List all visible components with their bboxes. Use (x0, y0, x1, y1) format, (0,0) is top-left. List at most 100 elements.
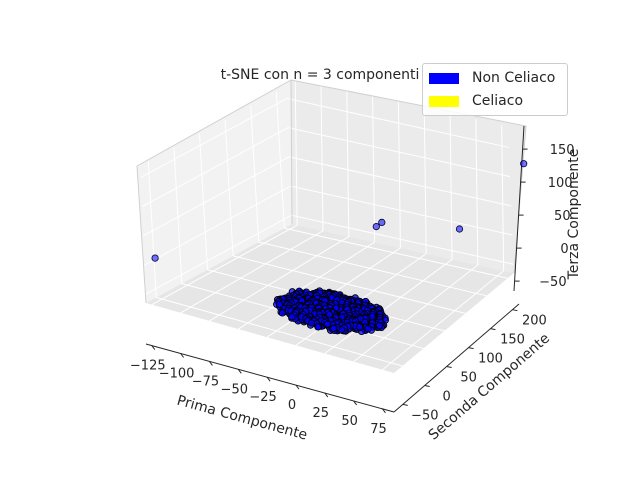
x-gridline-wall (475, 119, 479, 266)
z-gridline (143, 156, 512, 237)
data-point-non-celiaco (278, 309, 287, 317)
y-tick-mark (402, 403, 408, 406)
x-tick-label: 50 (341, 414, 358, 429)
legend-label-celiaco: Celiaco (472, 93, 524, 109)
y-tick-mark (424, 384, 430, 387)
x-gridline-wall (501, 124, 505, 271)
legend-swatch-non-celiaco (429, 72, 459, 84)
z-axis-ticks: −50 0 50 100 150 (514, 143, 575, 290)
x-gridline-wall (449, 113, 453, 260)
data-point-non-celiaco (378, 218, 386, 226)
x-tick-label: −100 (159, 366, 195, 381)
x-tick-mark (324, 392, 329, 398)
pane-edges (136, 79, 527, 304)
x-gridline (209, 236, 350, 322)
x-axis-ticks: −125−100−75−50−25 0 25 50 75 (130, 345, 387, 437)
x-tick-label: 75 (370, 422, 387, 437)
z-gridline (144, 185, 513, 266)
z-tick-label: 150 (550, 143, 575, 158)
legend: Non Celiaco Celiaco (422, 63, 568, 116)
z-gridline (140, 97, 509, 178)
x-tick-label: 25 (313, 406, 330, 421)
x-gridline (353, 264, 479, 362)
x-tick-mark (382, 408, 386, 414)
x-gridline-wall (294, 79, 298, 226)
x-tick-label: −125 (130, 359, 166, 374)
y-tick-mark (468, 347, 474, 350)
x-gridline-wall (320, 84, 324, 231)
z-gridline (141, 127, 511, 208)
data-point-non-celiaco (372, 223, 380, 231)
x-gridline (238, 241, 375, 330)
x-axis-line (145, 343, 395, 413)
y-tick-label: 50 (460, 371, 477, 386)
x-tick-mark (266, 376, 271, 382)
y-tick-label: 0 (443, 389, 451, 404)
x-gridline-wall (397, 101, 401, 248)
y-axis-line (393, 303, 520, 413)
y-gridline-wall (173, 147, 183, 284)
data-point-non-celiaco (288, 313, 296, 321)
y-gridline-wall (275, 92, 285, 229)
y-tick-mark (490, 328, 496, 331)
data-point-non-celiaco (364, 325, 372, 333)
y-tick-label: 200 (522, 314, 547, 329)
data-point-non-celiaco (151, 254, 159, 262)
y-gridline-wall (250, 105, 260, 243)
x-gridline-wall (372, 96, 376, 243)
data-point-non-celiaco (330, 324, 338, 332)
y-tick-mark (512, 309, 518, 312)
y-tick-label: 100 (478, 352, 503, 367)
z-tick-label: 0 (560, 242, 568, 257)
x-tick-label: 0 (288, 398, 296, 413)
z-axis-line (513, 125, 525, 292)
data-point-non-celiaco (375, 321, 384, 330)
legend-swatch-celiaco (429, 95, 459, 107)
data-point-non-celiaco (355, 323, 364, 331)
z-tick-label: −50 (539, 275, 566, 290)
y-gridline-wall (147, 161, 157, 298)
legend-item-non-celiaco: Non Celiaco (429, 69, 555, 87)
y-gridline (258, 241, 487, 297)
y-tick-label: −50 (411, 408, 438, 423)
y-gridline (156, 296, 403, 367)
x-gridline (180, 230, 324, 314)
x-tick-mark (353, 400, 358, 406)
z-tick-label: 50 (554, 209, 571, 224)
x-tick-label: −25 (249, 390, 276, 405)
z-axis-label: Terza Componente (566, 149, 582, 281)
x-tick-label: −75 (192, 374, 219, 389)
y-gridline-wall (224, 119, 234, 256)
data-point-non-celiaco (520, 160, 528, 168)
y-tick-mark (446, 366, 452, 369)
legend-label-non-celiaco: Non Celiaco (472, 70, 556, 86)
x-gridline (151, 224, 298, 306)
y-tick-label: 150 (500, 333, 525, 348)
y-gridline (284, 227, 508, 279)
y-gridline-wall (198, 133, 208, 270)
x-tick-mark (237, 369, 242, 374)
legend-item-celiaco: Celiaco (429, 92, 523, 110)
data-point-non-celiaco (307, 319, 316, 327)
x-tick-mark (209, 361, 213, 366)
data-point-non-celiaco (314, 323, 322, 331)
x-tick-label: −50 (221, 382, 248, 397)
x-tick-mark (180, 353, 185, 358)
x-tick-mark (151, 345, 156, 350)
y-gridline (232, 255, 466, 314)
z-tick-label: 100 (548, 176, 573, 191)
scatter-points (151, 160, 528, 336)
chart-title: t-SNE con n = 3 componenti (221, 67, 420, 83)
data-point-non-celiaco (455, 225, 464, 233)
data-point-non-celiaco (275, 300, 284, 309)
x-gridline (382, 270, 504, 371)
back-left-pane (137, 80, 292, 303)
x-tick-mark (295, 384, 300, 390)
data-point-non-celiaco (323, 320, 332, 328)
x-gridline-wall (423, 107, 427, 254)
y-axis-label: Seconda Componente (426, 330, 553, 443)
x-gridline-wall (346, 90, 350, 237)
x-gridline (324, 258, 453, 354)
